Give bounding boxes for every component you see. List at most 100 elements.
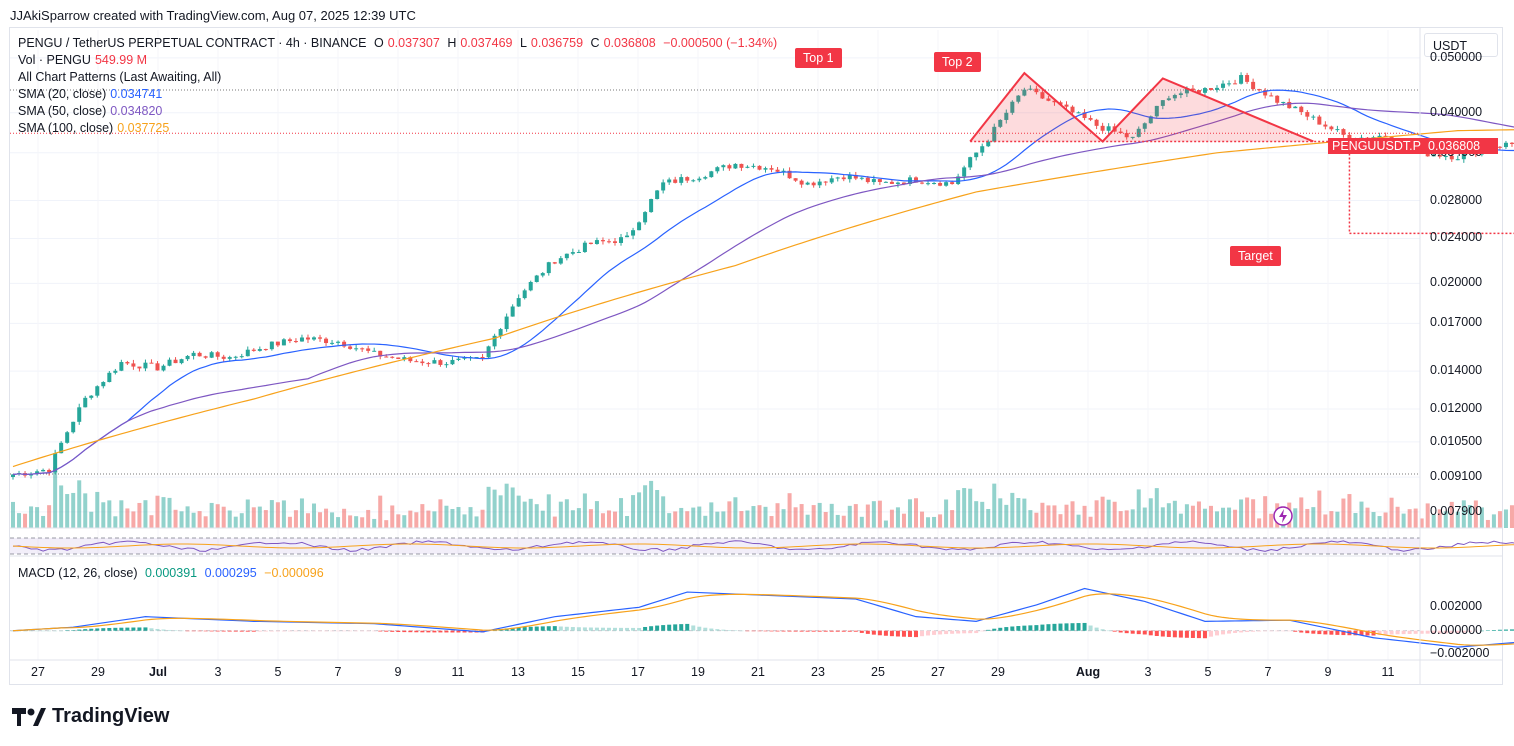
- tradingview-logo[interactable]: TradingView: [12, 705, 169, 728]
- volume-bar: [901, 513, 906, 528]
- candle-body: [679, 177, 684, 183]
- macd-histogram-bar: [378, 630, 383, 632]
- macd-histogram-bar: [998, 627, 1003, 631]
- macd-histogram-bar: [974, 630, 979, 634]
- price-tick-label: 0.020000: [1430, 275, 1483, 290]
- candle-body: [414, 361, 419, 363]
- macd-histogram-bar: [1160, 630, 1165, 637]
- legend-macd-row[interactable]: MACD (12, 26, close) 0.000391 0.000295 −…: [18, 565, 328, 582]
- candle-body: [600, 240, 605, 242]
- candle-body: [576, 252, 581, 254]
- volume-bar: [1503, 509, 1508, 528]
- candle-body: [570, 252, 575, 254]
- volume-bar: [745, 510, 750, 528]
- target-annotation[interactable]: Target: [1230, 246, 1281, 266]
- volume-bar: [1425, 503, 1430, 528]
- volume-bar: [980, 501, 985, 528]
- legend-patterns-row[interactable]: All Chart Patterns (Last Awaiting, All): [18, 69, 225, 86]
- volume-bar: [655, 490, 660, 528]
- macd-histogram-bar: [546, 626, 551, 631]
- macd-histogram-bar: [691, 625, 696, 631]
- macd-histogram-bar: [859, 630, 864, 633]
- candle-body: [179, 359, 184, 364]
- last-price-tag: 0.036808: [1424, 138, 1498, 154]
- candle-body: [1377, 135, 1382, 138]
- volume-bar: [576, 508, 581, 528]
- macd-histogram-bar: [1413, 630, 1418, 634]
- candle-body: [637, 222, 642, 231]
- legend-volume-row[interactable]: Vol · PENGU 549.99 M: [18, 52, 151, 69]
- volume-bar: [35, 507, 40, 528]
- candle-body: [709, 171, 714, 178]
- volume-bar: [53, 467, 58, 528]
- macd-histogram-bar: [552, 626, 557, 631]
- macd-histogram-bar: [233, 630, 238, 632]
- candle-body: [1076, 112, 1081, 114]
- candle-body: [745, 166, 750, 168]
- volume-bar: [1443, 511, 1448, 528]
- macd-histogram-bar: [1305, 630, 1310, 634]
- macd-histogram-bar: [1419, 630, 1424, 634]
- top2-annotation[interactable]: Top 2: [934, 52, 981, 72]
- rsi-band: [10, 538, 1420, 554]
- candle-body: [1088, 118, 1093, 120]
- macd-histogram-bar: [299, 630, 304, 632]
- candle-body: [89, 395, 94, 398]
- volume-bar: [504, 483, 509, 528]
- volume-bar: [1088, 516, 1093, 528]
- volume-bar: [119, 500, 124, 528]
- lightning-icon-glyph: [1279, 509, 1287, 523]
- candle-body: [528, 281, 533, 291]
- macd-histogram-bar: [179, 630, 184, 632]
- legend-sma100-row[interactable]: SMA (100, close) 0.037725: [18, 120, 173, 137]
- macd-histogram-bar: [1293, 630, 1298, 632]
- candle-body: [1004, 112, 1009, 120]
- symbol-label[interactable]: PENGU / TetherUS PERPETUAL CONTRACT · 4h…: [18, 36, 367, 50]
- candle-body: [1082, 112, 1087, 119]
- candle-body: [1100, 125, 1105, 131]
- candle-body: [209, 352, 214, 358]
- time-tick-label: 9: [1324, 665, 1332, 679]
- volume-bar: [149, 515, 154, 528]
- legend-sma20-row[interactable]: SMA (20, close) 0.034741: [18, 86, 166, 103]
- macd-histogram-bar: [540, 626, 545, 631]
- candle-body: [594, 240, 599, 244]
- macd-histogram-bar: [1196, 630, 1201, 639]
- candle-body: [348, 346, 353, 349]
- volume-bar: [173, 509, 178, 528]
- candle-body: [992, 126, 997, 142]
- high-value: 0.037469: [460, 36, 513, 50]
- macd-histogram-bar: [944, 630, 949, 635]
- currency-selector[interactable]: USDT: [1424, 33, 1498, 57]
- legend-sma50-row[interactable]: SMA (50, close) 0.034820: [18, 103, 166, 120]
- macd-histogram-bar: [847, 630, 852, 632]
- volume-bar: [1419, 518, 1424, 528]
- candle-body: [1010, 101, 1015, 113]
- volume-bar: [1233, 509, 1238, 528]
- macd-histogram-bar: [89, 628, 94, 631]
- volume-bar: [1269, 513, 1274, 528]
- sma20-value: 0.034741: [110, 87, 163, 101]
- sma20-label: SMA (20, close): [18, 87, 107, 101]
- volume-bar: [1449, 501, 1454, 528]
- candle-body: [1196, 90, 1201, 93]
- macd-histogram-bar: [751, 630, 756, 632]
- rsi-signal: [12, 543, 1514, 549]
- legend-symbol-row: PENGU / TetherUS PERPETUAL CONTRACT · 4h…: [18, 35, 781, 52]
- volume-bar: [781, 509, 786, 528]
- volume-bar: [324, 508, 329, 528]
- candle-body: [920, 182, 925, 184]
- volume-bar: [1347, 494, 1352, 528]
- candle-body: [281, 339, 286, 346]
- macd-histogram-bar: [125, 627, 130, 631]
- macd-histogram-bar: [709, 628, 714, 631]
- macd-histogram-bar: [227, 630, 232, 632]
- macd-histogram-bar: [901, 630, 906, 637]
- candle-body: [1094, 119, 1099, 126]
- volume-bar: [817, 502, 822, 528]
- volume-bar: [29, 506, 34, 528]
- top1-annotation[interactable]: Top 1: [795, 48, 842, 68]
- candle-body: [643, 212, 648, 223]
- volume-bar: [131, 511, 136, 528]
